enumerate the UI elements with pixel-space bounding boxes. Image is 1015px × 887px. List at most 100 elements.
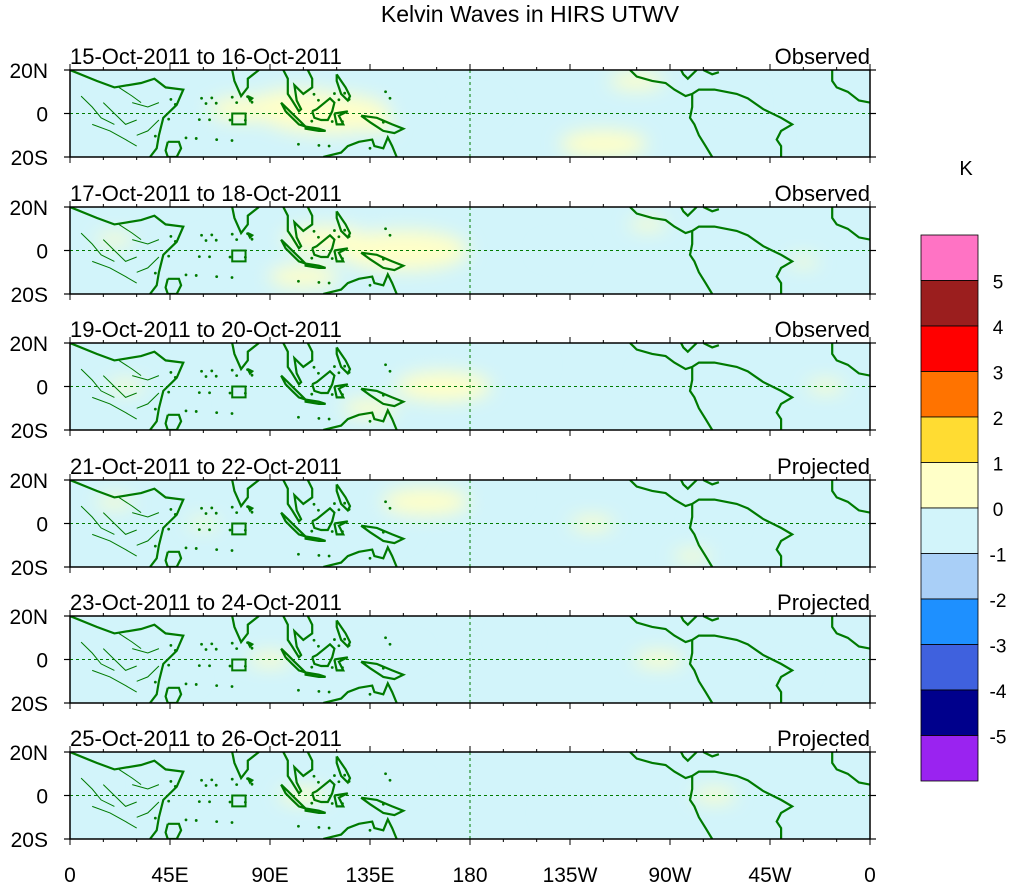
panel-5: 20N 0 20S 23-Oct-2011 to 24-Oct-2011 Project…	[9, 590, 876, 716]
island	[312, 638, 316, 642]
island	[343, 501, 347, 505]
island	[208, 118, 211, 122]
y-tick-label: 20N	[9, 470, 48, 493]
island	[368, 146, 372, 150]
island	[230, 139, 234, 142]
coastline	[831, 343, 870, 377]
island	[214, 783, 218, 787]
panel-type-label: Observed	[775, 44, 870, 69]
coastline	[70, 480, 185, 567]
y-tick-label: 20N	[9, 742, 48, 765]
coastline	[323, 134, 398, 157]
island	[343, 91, 347, 95]
island	[208, 528, 211, 532]
island	[228, 118, 232, 122]
island	[208, 391, 211, 395]
coastline	[702, 70, 720, 76]
island	[312, 229, 316, 233]
anomaly-contour	[788, 256, 819, 267]
island	[200, 778, 203, 782]
island	[246, 777, 249, 781]
colorbar-label: -1	[990, 546, 1007, 567]
island	[184, 409, 188, 413]
island	[333, 502, 336, 505]
coastline	[831, 207, 870, 241]
panel-type-label: Projected	[777, 726, 870, 751]
island	[384, 636, 387, 640]
island	[312, 502, 316, 506]
coastline	[311, 96, 336, 122]
colorbar-swatch	[920, 234, 979, 281]
country-border	[92, 396, 137, 420]
anomaly-contour	[188, 360, 219, 370]
coastline	[70, 616, 185, 703]
coastline	[70, 70, 185, 157]
island	[184, 546, 188, 550]
island	[246, 95, 249, 99]
island	[230, 232, 234, 236]
coastline	[282, 616, 314, 660]
island	[167, 254, 171, 258]
island	[317, 98, 320, 102]
island	[381, 257, 385, 261]
island	[153, 134, 157, 138]
island	[153, 271, 157, 275]
panel-type-label: Projected	[777, 454, 870, 479]
x-tick-label: 135E	[345, 864, 394, 887]
island	[173, 648, 177, 652]
coastline	[282, 343, 314, 387]
island	[215, 138, 219, 142]
country-border	[102, 102, 137, 125]
colorbar-swatch	[920, 644, 979, 691]
island	[347, 780, 351, 783]
island	[153, 544, 157, 548]
coastline	[702, 480, 720, 486]
coastline	[333, 110, 349, 126]
island	[200, 96, 203, 100]
x-tick-label: 135W	[543, 864, 598, 887]
anomaly-contour	[462, 101, 500, 113]
island	[250, 237, 254, 241]
island	[317, 417, 321, 420]
y-tick-label: 20S	[11, 829, 48, 852]
coastline	[702, 207, 720, 213]
island	[169, 779, 173, 783]
colorbar-swatch	[920, 735, 979, 782]
anomaly-contour	[506, 359, 545, 371]
island	[250, 646, 254, 650]
island	[317, 508, 320, 512]
island	[197, 255, 201, 258]
island	[310, 392, 314, 396]
coastline	[304, 262, 326, 269]
island	[204, 239, 208, 242]
coastline	[246, 505, 255, 513]
island	[167, 117, 171, 121]
island	[337, 98, 341, 102]
island	[317, 554, 321, 557]
island	[167, 390, 171, 394]
island	[194, 819, 198, 822]
y-tick-label: 0	[36, 241, 48, 264]
island	[327, 281, 331, 285]
country-border	[102, 512, 137, 535]
country-border	[80, 777, 115, 807]
island	[312, 774, 316, 778]
colorbar-label: 3	[993, 364, 1004, 385]
coastline	[304, 807, 326, 814]
coastline	[164, 140, 183, 157]
island	[204, 784, 208, 787]
island	[210, 642, 214, 646]
island	[381, 393, 385, 397]
country-border	[136, 256, 160, 273]
island	[333, 638, 336, 641]
island	[250, 100, 254, 104]
island	[215, 548, 219, 551]
coastline	[831, 480, 870, 514]
country-border	[118, 496, 142, 514]
island	[317, 281, 321, 284]
island	[297, 688, 300, 692]
coastline	[688, 775, 714, 839]
y-tick-label: 20N	[9, 60, 48, 83]
coastline	[680, 70, 698, 81]
coastline	[702, 343, 720, 349]
